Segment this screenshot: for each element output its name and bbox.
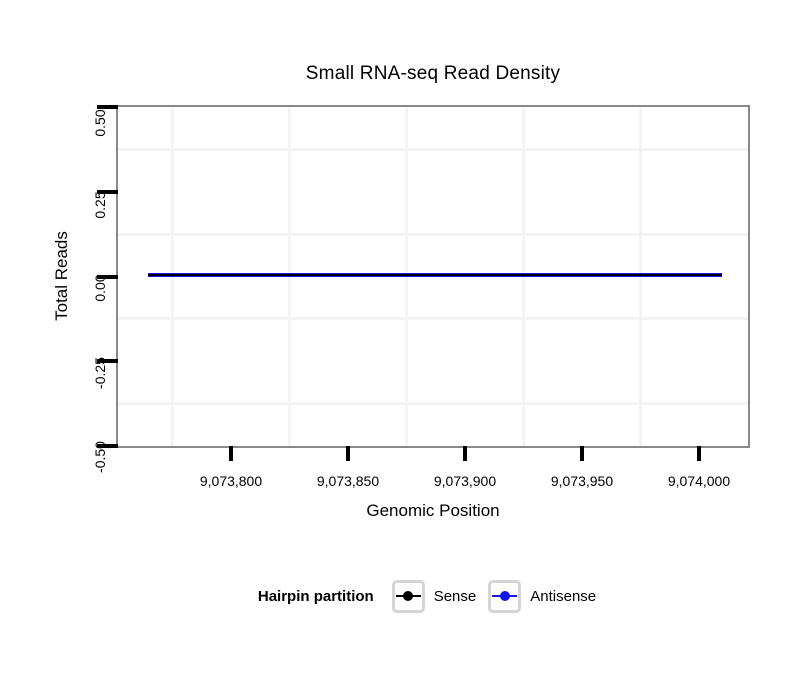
legend-key-sense [391, 579, 425, 613]
minor-gridline-horizontal [118, 317, 748, 320]
minor-gridline-horizontal [118, 233, 748, 236]
x-tick-label: 9,073,950 [550, 473, 614, 489]
legend: Hairpin partition Sense Antisense [116, 577, 750, 615]
legend-label-sense: Sense [433, 587, 477, 605]
y-tick-label: -0.25 [92, 357, 108, 389]
plot-panel [116, 105, 750, 448]
sense-point-icon [403, 591, 414, 601]
legend-title: Hairpin partition [257, 587, 374, 605]
y-tick-label: 0.50 [92, 109, 108, 137]
y-tick-mark [97, 105, 118, 109]
y-tick-mark [97, 444, 118, 448]
x-tick-label: 9,073,800 [199, 473, 263, 489]
x-tick-label: 9,073,900 [433, 473, 497, 489]
chart-title: Small RNA-seq Read Density [305, 63, 561, 84]
legend-key-antisense [488, 579, 522, 613]
y-tick-label: -0.50 [92, 441, 108, 473]
y-axis-title: Total Reads [52, 231, 71, 321]
sense-data-line [148, 274, 722, 276]
x-tick-mark [346, 446, 350, 461]
legend-label-antisense: Antisense [530, 587, 597, 605]
y-tick-label: 0.00 [92, 274, 108, 302]
x-tick-label: 9,074,000 [667, 473, 731, 489]
x-axis-title: Genomic Position [366, 501, 500, 520]
x-tick-mark [229, 446, 233, 461]
minor-gridline-horizontal [118, 402, 748, 405]
x-tick-label: 9,073,850 [316, 473, 380, 489]
y-tick-label: 0.25 [92, 191, 108, 219]
antisense-point-icon [499, 591, 510, 601]
x-tick-mark [697, 446, 701, 461]
y-tick-mark [97, 190, 118, 194]
x-tick-mark [463, 446, 467, 461]
y-tick-mark [97, 275, 118, 279]
x-tick-mark [580, 446, 584, 461]
y-tick-mark [97, 359, 118, 363]
minor-gridline-horizontal [118, 148, 748, 151]
